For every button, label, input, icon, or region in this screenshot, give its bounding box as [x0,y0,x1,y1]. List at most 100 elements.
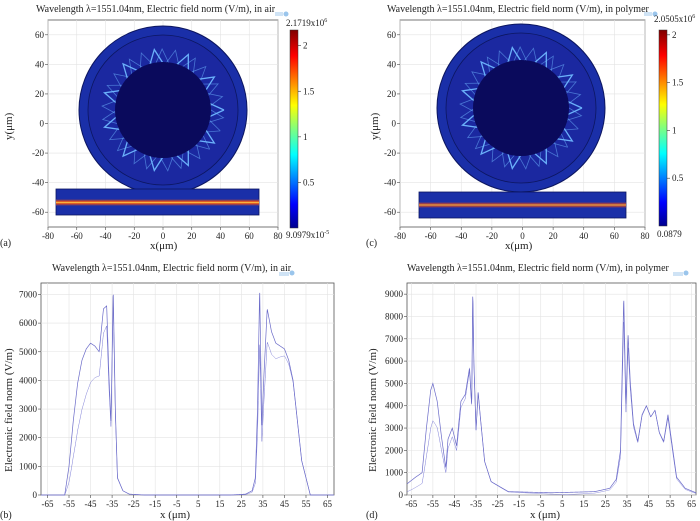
panel-b-ytick-label: 4000 [19,375,38,385]
panel-d-xtick-label: 55 [666,499,676,509]
panel-a: Wavelength λ=1551.04nm, Electric field n… [0,4,329,252]
panel-a-x-ticks: -80 -60 -40 -20 0 20 40 60 80 [42,227,283,241]
panel-c-cb-tick-label: 1.5 [672,78,684,88]
panel-d-ytick-label: 9000 [385,289,404,299]
panel-b-xtick-label: 55 [301,499,311,509]
panel-a-xtick-label: 80 [274,231,284,241]
panel-c-x-ticks: -80 -60 -40 -20 0 20 40 60 80 [394,227,650,241]
panel-b-xtick-label: 5 [196,499,201,509]
panel-c-ytick-label: 40 [387,59,397,69]
panel-c-xtick-label: 60 [610,231,620,241]
panel-c-ytick-label: -20 [384,148,396,158]
panel-d-letter: (d) [366,510,378,521]
panel-b: Wavelength λ=1551.04nm, Electric field n… [0,263,335,521]
panel-d-ylabel: Electronic field norm (V/m) [367,348,379,472]
panel-c-cb-max: 2.0505x106 [654,14,695,24]
panel-a-ytick-label: 20 [35,89,45,99]
panel-b-envelope [41,292,334,496]
panel-c: Wavelength λ=1551.04nm, Electric field n… [366,4,695,252]
panel-a-ytick-label: -40 [32,178,44,188]
panel-a-ylabel: y(μm) [3,112,15,140]
panel-c-xtick-label: -40 [455,231,467,241]
panel-b-xtick-label: -5 [173,499,181,509]
panel-a-xtick-label: 60 [245,231,255,241]
panel-a-y-ticks: 60 40 20 0 -20 -40 -60 [32,30,48,217]
panel-a-cb-tick-label: 1.5 [303,86,315,96]
panel-b-xtick-label: 45 [280,499,290,509]
panel-c-xtick-label: 80 [641,231,651,241]
panel-d-xtick-label: -25 [492,499,504,509]
panel-b-ytick-label: 1000 [19,461,38,471]
panel-d-xtick-label: 15 [579,499,589,509]
panel-a-colorbar [289,29,299,229]
panel-d-y-ticks: 9000 8000 7000 6000 5000 4000 3000 2000 1000 0 [385,289,407,500]
panel-b-x-ticks: -65 -55 -45 -35 -25 -15 -5 5 15 25 35 45 55 65 [41,495,333,509]
panel-b-xtick-label: -15 [149,499,161,509]
panel-d-ytick-label: 0 [399,490,404,500]
panel-d-envelope [406,296,697,494]
panel-a-colorbar-ticks: 2 1.5 1 0.5 [298,41,315,187]
panel-b-ytick-label: 2000 [19,433,38,443]
panel-a-cb-tick-label: 0.5 [303,177,315,187]
panel-c-cb-tick-label: 2 [672,30,677,40]
panel-b-plot-area [40,282,335,496]
panel-d-ytick-label: 6000 [385,356,404,366]
panel-d-xtick-label: -35 [470,499,482,509]
panel-c-xlabel: x(μm) [505,240,533,252]
panel-c-ytick-label: 20 [387,89,397,99]
panel-c-xtick-label: -20 [486,231,498,241]
panel-d-xtick-label: 35 [622,499,632,509]
panel-d-ytick-label: 1000 [385,468,404,478]
panel-d-xtick-label: -15 [513,499,525,509]
panel-b-xtick-label: -35 [106,499,118,509]
panel-c-xtick-label: 0 [520,231,525,241]
panel-d-ytick-label: 8000 [385,311,404,321]
panel-b-xtick-label: 35 [258,499,268,509]
panel-b-xlabel: x (μm) [160,509,190,521]
panel-b-xtick-label: -45 [85,499,97,509]
panel-a-xtick-label: -60 [71,231,83,241]
panel-c-xtick-label: 20 [549,231,559,241]
panel-d-title-icon [673,270,689,276]
panel-a-cb-min: 9.0979x10-5 [286,230,329,240]
panel-b-xtick-label: -55 [63,499,75,509]
panel-d-xtick-label: -55 [427,499,439,509]
panel-b-letter: (b) [0,510,12,521]
panel-d-xtick-label: -65 [405,499,417,509]
panel-b-xtick-label: 15 [215,499,225,509]
panel-d-ytick-label: 2000 [385,445,404,455]
panel-a-xtick-label: 0 [161,231,166,241]
panel-d-xtick-label: 45 [644,499,654,509]
panel-a-xtick-label: -40 [100,231,112,241]
panel-c-core [473,60,569,156]
panel-d-xtick-label: -45 [448,499,460,509]
panel-a-core [115,62,211,158]
panel-b-ytick-label: 7000 [19,289,38,299]
panel-c-colorbar [658,29,668,227]
panel-c-title-icon [644,11,658,17]
panel-c-cb-tick-label: 0.5 [672,173,684,183]
panel-d-ytick-label: 7000 [385,334,404,344]
panel-c-title: Wavelength λ=1551.04nm, Electric field n… [387,4,650,15]
panel-b-xtick-label: 65 [323,499,333,509]
panel-c-y-ticks: 60 40 20 0 -20 -40 -60 [384,30,400,217]
panel-b-ylabel: Electronic field norm (V/m) [3,348,15,472]
panel-c-ytick-label: -40 [384,178,396,188]
panel-d-ytick-label: 3000 [385,423,404,433]
panel-c-colorbar-ticks: 2 1.5 1 0.5 [667,30,684,183]
panel-c-letter: (c) [366,238,377,249]
panel-c-xtick-label: 40 [579,231,589,241]
panel-a-ytick-label: 0 [40,119,45,129]
panel-b-gridlines [41,283,334,496]
panel-b-ytick-label: 3000 [19,404,38,414]
panel-b-xtick-label: 25 [237,499,247,509]
panel-a-ytick-label: 60 [35,30,45,40]
panel-c-ytick-label: -60 [384,207,396,217]
panel-a-ytick-label: -20 [32,148,44,158]
panel-b-ytick-label: 0 [33,490,38,500]
panel-a-title-icon [275,11,289,17]
panel-a-xtick-label: 20 [187,231,197,241]
panel-a-title: Wavelength λ=1551.04nm, Electric field n… [36,4,276,15]
panel-d-plot-area [406,282,697,496]
